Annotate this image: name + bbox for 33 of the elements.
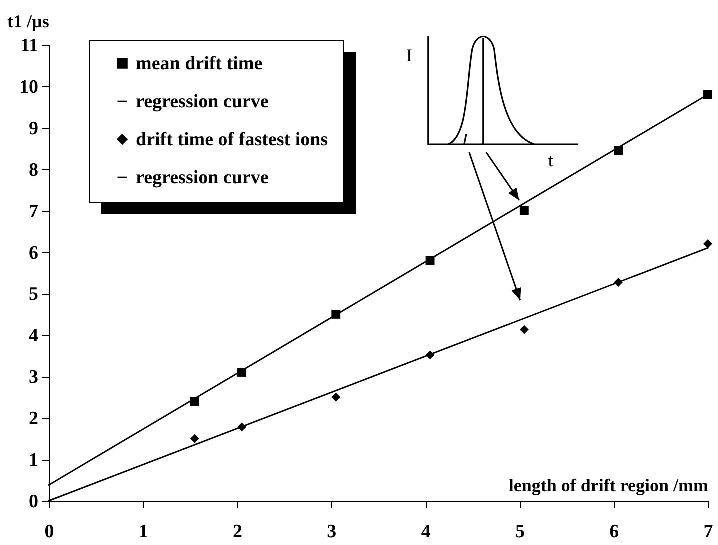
y-tick-label: 8 bbox=[29, 160, 38, 181]
x-tick-label: 1 bbox=[138, 522, 148, 542]
y-tick-label: 0 bbox=[29, 492, 38, 512]
x-axis-title: length of drift region /mm bbox=[508, 476, 708, 496]
y-tick-label: 10 bbox=[20, 76, 38, 98]
x-tick-label: 0 bbox=[44, 522, 54, 542]
y-axis-title: t1 /µs bbox=[8, 12, 50, 32]
x-tick-label: 7 bbox=[704, 522, 714, 542]
y-tick-label: 1 bbox=[29, 450, 38, 472]
point bbox=[704, 240, 712, 248]
y-tick-label: 11 bbox=[20, 36, 38, 56]
y-tick-label: 5 bbox=[29, 284, 38, 306]
legend-label: regression curve bbox=[136, 168, 269, 188]
y-tick-label: 6 bbox=[29, 242, 38, 264]
y-tick-label: 9 bbox=[29, 118, 38, 140]
x-tick-label: 2 bbox=[233, 522, 243, 542]
legend-label: regression curve bbox=[136, 92, 269, 112]
y-tick-label: 2 bbox=[29, 408, 38, 430]
x-tick-label: 5 bbox=[515, 522, 525, 542]
annotation: t bbox=[548, 150, 554, 170]
y-tick-label: 4 bbox=[29, 326, 39, 347]
x-tick-label: 3 bbox=[327, 522, 337, 542]
annotation: I bbox=[406, 45, 412, 66]
legend-label: drift time of fastest ions bbox=[136, 130, 328, 150]
point bbox=[190, 434, 200, 444]
point bbox=[332, 392, 341, 402]
point bbox=[520, 325, 529, 334]
x-tick-label: 4 bbox=[421, 522, 432, 542]
y-tick-label: 3 bbox=[29, 367, 38, 388]
x-tick-label: 6 bbox=[610, 522, 620, 542]
legend-label: mean drift time bbox=[136, 54, 263, 74]
y-tick-label: 7 bbox=[29, 201, 39, 222]
point bbox=[520, 206, 529, 216]
